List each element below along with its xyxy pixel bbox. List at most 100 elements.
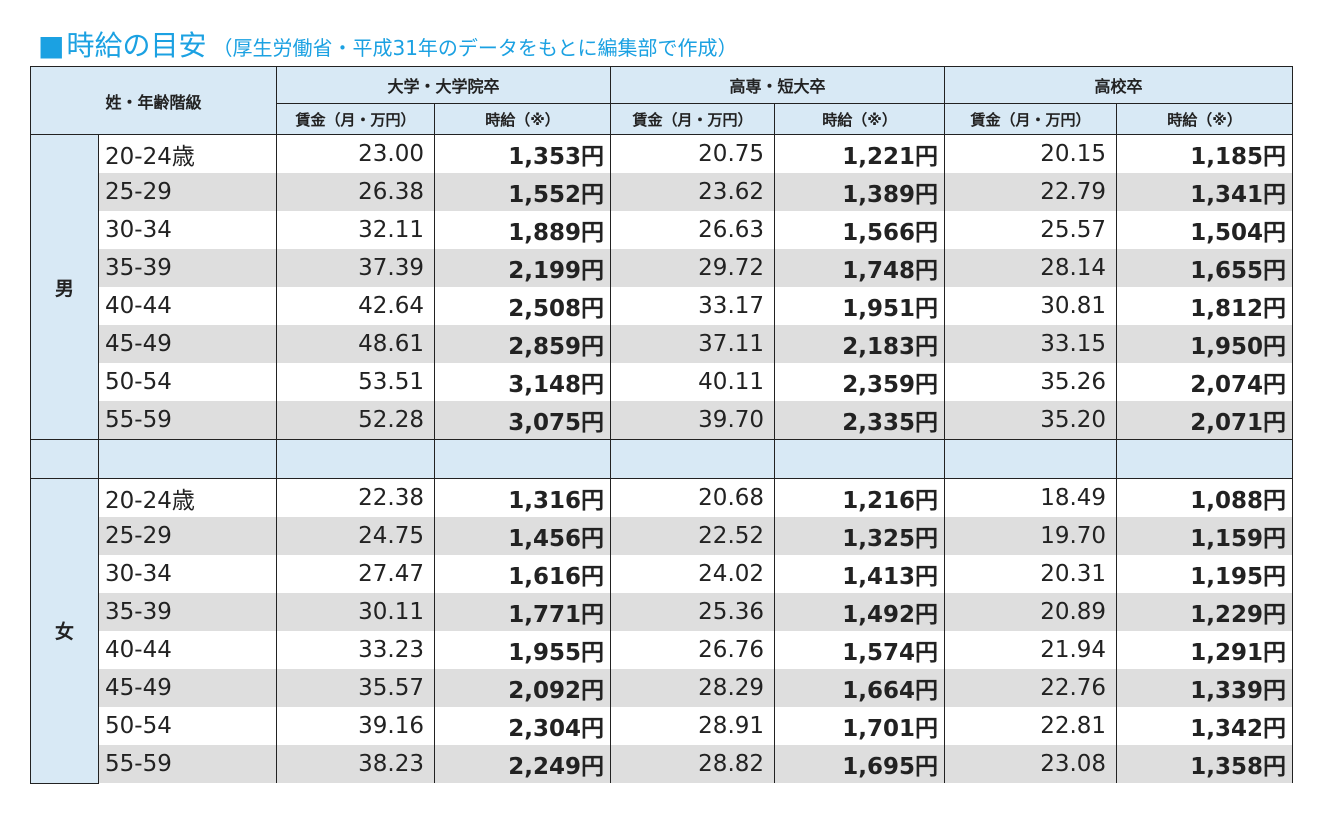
hourly-wage-cell: 2,092円 [434, 669, 612, 707]
monthly-wage-cell: 20.75 [610, 134, 776, 173]
spacer-cell [1116, 439, 1294, 479]
age-bracket-cell: 20-24歳 [97, 478, 278, 517]
hourly-wage-cell: 1,655円 [1116, 249, 1294, 287]
monthly-wage-cell: 28.14 [944, 249, 1118, 287]
title-main: 時給の目安 [66, 29, 207, 62]
monthly-wage-cell: 35.20 [944, 401, 1118, 440]
sex-label: 男 [30, 134, 99, 440]
hourly-wage-cell: 1,664円 [774, 669, 946, 707]
corner-header: 姓・年齢階級 [29, 66, 278, 135]
age-bracket-cell: 35-39 [97, 593, 278, 631]
hourly-wage-cell: 1,229円 [1116, 593, 1294, 631]
hourly-wage-cell: 1,088円 [1116, 478, 1294, 517]
sub-header-wage: 賃金（月・万円） [610, 103, 776, 135]
hourly-wage-cell: 3,075円 [434, 401, 612, 440]
hourly-wage-cell: 1,889円 [434, 211, 612, 249]
age-bracket-cell: 50-54 [97, 363, 278, 401]
table-row: 50-54 39.16 2,304円 28.91 1,701円 22.81 1,342円 [31, 707, 1294, 745]
table-row: 25-29 26.38 1,552円 23.62 1,389円 22.79 1,341円 [31, 173, 1294, 211]
age-bracket-cell: 40-44 [97, 631, 278, 669]
monthly-wage-cell: 48.61 [276, 325, 436, 363]
sub-header-hourly: 時給（※） [434, 103, 612, 135]
hourly-wage-cell: 2,071円 [1116, 401, 1294, 440]
monthly-wage-cell: 28.82 [610, 745, 776, 783]
sub-header-hourly: 時給（※） [774, 103, 946, 135]
table-row: 女 20-24歳 22.38 1,316円 20.68 1,216円 18.49 1,088円 [30, 478, 1294, 784]
monthly-wage-cell: 38.23 [276, 745, 436, 783]
hourly-wage-cell: 1,574円 [774, 631, 946, 669]
hourly-wage-cell: 1,316円 [434, 478, 612, 517]
monthly-wage-cell: 22.38 [276, 478, 436, 517]
spacer-cell [30, 439, 99, 479]
table-row: 40-44 33.23 1,955円 26.76 1,574円 21.94 1,291円 [31, 631, 1294, 669]
age-bracket-cell: 55-59 [97, 401, 278, 440]
hourly-wage-cell: 1,341円 [1116, 173, 1294, 211]
age-bracket-cell: 25-29 [97, 173, 278, 211]
hourly-wage-cell: 2,335円 [774, 401, 946, 440]
group-header-college: 高専・短大卒 [610, 66, 946, 104]
monthly-wage-cell: 26.76 [610, 631, 776, 669]
monthly-wage-cell: 24.75 [276, 517, 436, 555]
monthly-wage-cell: 30.81 [944, 287, 1118, 325]
monthly-wage-cell: 52.28 [276, 401, 436, 440]
monthly-wage-cell: 22.81 [944, 707, 1118, 745]
monthly-wage-cell: 37.39 [276, 249, 436, 287]
monthly-wage-cell: 20.68 [610, 478, 776, 517]
hourly-wage-cell: 1,616円 [434, 555, 612, 593]
spacer-cell [610, 439, 776, 479]
age-bracket-cell: 35-39 [97, 249, 278, 287]
hourly-wage-cell: 1,812円 [1116, 287, 1294, 325]
monthly-wage-cell: 39.16 [276, 707, 436, 745]
age-bracket-cell: 40-44 [97, 287, 278, 325]
monthly-wage-cell: 42.64 [276, 287, 436, 325]
monthly-wage-cell: 23.08 [944, 745, 1118, 783]
table-row: 50-54 53.51 3,148円 40.11 2,359円 35.26 2,074円 [31, 363, 1294, 401]
age-bracket-cell: 30-34 [97, 555, 278, 593]
group-header-row: 姓・年齢階級 大学・大学院卒 高専・短大卒 高校卒 [29, 66, 1294, 135]
age-bracket-cell: 45-49 [97, 669, 278, 707]
monthly-wage-cell: 23.62 [610, 173, 776, 211]
monthly-wage-cell: 19.70 [944, 517, 1118, 555]
monthly-wage-cell: 26.63 [610, 211, 776, 249]
age-bracket-cell: 55-59 [97, 745, 278, 783]
hourly-wage-cell: 1,955円 [434, 631, 612, 669]
monthly-wage-cell: 30.11 [276, 593, 436, 631]
monthly-wage-cell: 27.47 [276, 555, 436, 593]
monthly-wage-cell: 22.52 [610, 517, 776, 555]
hourly-wage-cell: 2,359円 [774, 363, 946, 401]
hourly-wage-cell: 3,148円 [434, 363, 612, 401]
monthly-wage-cell: 20.15 [944, 134, 1118, 173]
spacer-cell [944, 439, 1118, 479]
table-row: 45-49 48.61 2,859円 37.11 2,183円 33.15 1,950円 [31, 325, 1294, 363]
hourly-wage-cell: 2,199円 [434, 249, 612, 287]
hourly-wage-cell: 2,508円 [434, 287, 612, 325]
spacer-cell [434, 439, 612, 479]
table-row: 55-59 38.23 2,249円 28.82 1,695円 23.08 1,358円 [31, 745, 1294, 783]
hourly-wage-cell: 1,552円 [434, 173, 612, 211]
table-row: 35-39 37.39 2,199円 29.72 1,748円 28.14 1,655円 [31, 249, 1294, 287]
age-bracket-cell: 30-34 [97, 211, 278, 249]
table-row: 45-49 35.57 2,092円 28.29 1,664円 22.76 1,339円 [31, 669, 1294, 707]
monthly-wage-cell: 22.79 [944, 173, 1118, 211]
hourly-wage-cell: 1,748円 [774, 249, 946, 287]
monthly-wage-cell: 28.29 [610, 669, 776, 707]
hourly-wage-cell: 2,304円 [434, 707, 612, 745]
age-bracket-cell: 45-49 [97, 325, 278, 363]
group-header-university: 大学・大学院卒 [276, 66, 612, 104]
hourly-wage-cell: 1,413円 [774, 555, 946, 593]
hourly-wage-cell: 1,195円 [1116, 555, 1294, 593]
hourly-wage-cell: 1,456円 [434, 517, 612, 555]
hourly-wage-cell: 1,159円 [1116, 517, 1294, 555]
hourly-wage-cell: 1,695円 [774, 745, 946, 783]
hourly-wage-cell: 2,249円 [434, 745, 612, 783]
hourly-wage-cell: 1,185円 [1116, 134, 1294, 173]
hourly-wage-cell: 1,353円 [434, 134, 612, 173]
hourly-wage-cell: 1,389円 [774, 173, 946, 211]
sub-header-wage: 賃金（月・万円） [944, 103, 1118, 135]
spacer-cell [97, 439, 278, 479]
monthly-wage-cell: 20.31 [944, 555, 1118, 593]
table-row: 30-34 32.11 1,889円 26.63 1,566円 25.57 1,504円 [31, 211, 1294, 249]
monthly-wage-cell: 35.57 [276, 669, 436, 707]
hourly-wage-cell: 2,859円 [434, 325, 612, 363]
hourly-wage-cell: 1,216円 [774, 478, 946, 517]
